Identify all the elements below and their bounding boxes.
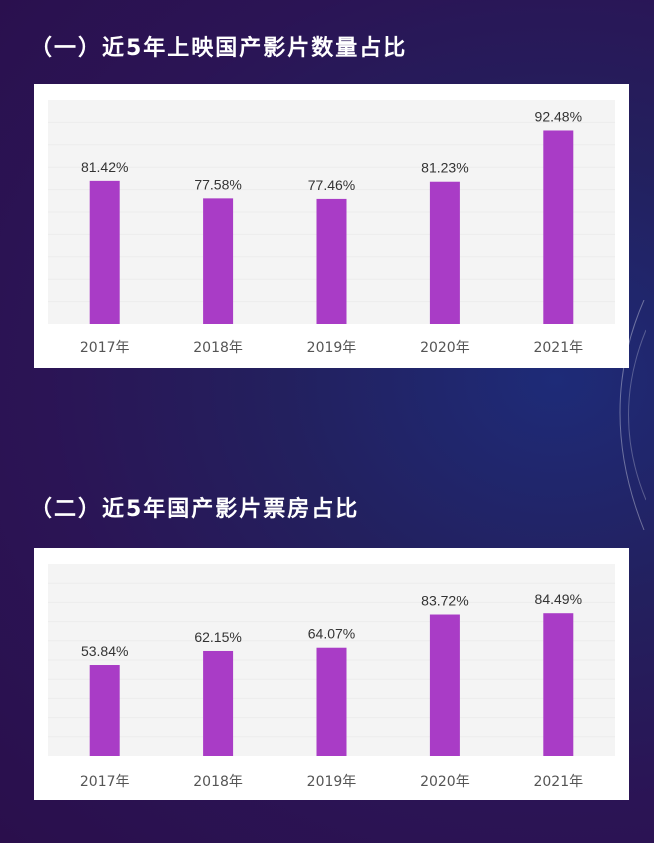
chart2-tick-3: 2020年 bbox=[420, 774, 470, 790]
chart1-bar-2 bbox=[316, 198, 347, 324]
chart2-bar-2 bbox=[316, 647, 347, 756]
chart1-value-label-0: 81.42% bbox=[81, 159, 128, 175]
chart2-bar-0 bbox=[89, 665, 120, 756]
chart1-bar-4 bbox=[543, 130, 574, 324]
chart2-value-label-1: 62.15% bbox=[194, 629, 241, 645]
chart2-value-label-4: 84.49% bbox=[535, 591, 582, 607]
chart2-value-label-2: 64.07% bbox=[308, 626, 355, 642]
chart2-tick-4: 2021年 bbox=[533, 774, 583, 790]
chart1-tick-2: 2019年 bbox=[307, 340, 357, 356]
chart1-value-label-3: 81.23% bbox=[421, 160, 468, 176]
chart1-panel: 81.42% 2017年 77.58% 2018年 77.46% 2019年 81.23% 2… bbox=[34, 84, 629, 368]
chart2-tick-2: 2019年 bbox=[307, 774, 357, 790]
chart2-bar-4 bbox=[543, 613, 574, 756]
chart2-title: （二）近5年国产影片票房占比 bbox=[30, 497, 360, 522]
chart1-tick-4: 2021年 bbox=[533, 340, 583, 356]
chart1-tick-1: 2018年 bbox=[193, 340, 243, 356]
chart1-svg: 81.42% 2017年 77.58% 2018年 77.46% 2019年 81.23% 2… bbox=[48, 100, 615, 356]
chart1-tick-0: 2017年 bbox=[80, 340, 130, 356]
chart2-value-label-3: 83.72% bbox=[421, 593, 468, 609]
chart1-tick-3: 2020年 bbox=[420, 340, 470, 356]
chart2-bar-3 bbox=[429, 614, 460, 756]
chart2-value-label-0: 53.84% bbox=[81, 643, 128, 659]
chart1-value-label-1: 77.58% bbox=[194, 176, 241, 192]
chart2-tick-1: 2018年 bbox=[193, 774, 243, 790]
chart1-bar-1 bbox=[203, 198, 234, 324]
chart1-title: （一）近5年上映国产影片数量占比 bbox=[30, 36, 408, 61]
chart2-panel: 53.84% 2017年 62.15% 2018年 64.07% 2019年 83.72% 2… bbox=[34, 548, 629, 800]
chart1-bar-3 bbox=[429, 181, 460, 324]
chart1-value-label-4: 92.48% bbox=[535, 108, 582, 124]
chart2-svg: 53.84% 2017年 62.15% 2018年 64.07% 2019年 83.72% 2… bbox=[48, 564, 615, 790]
decorative-arc-lines bbox=[619, 300, 646, 530]
chart2-tick-0: 2017年 bbox=[80, 774, 130, 790]
chart1-value-label-2: 77.46% bbox=[308, 177, 355, 193]
chart1-bar-0 bbox=[89, 180, 120, 324]
chart2-bar-1 bbox=[203, 650, 234, 756]
